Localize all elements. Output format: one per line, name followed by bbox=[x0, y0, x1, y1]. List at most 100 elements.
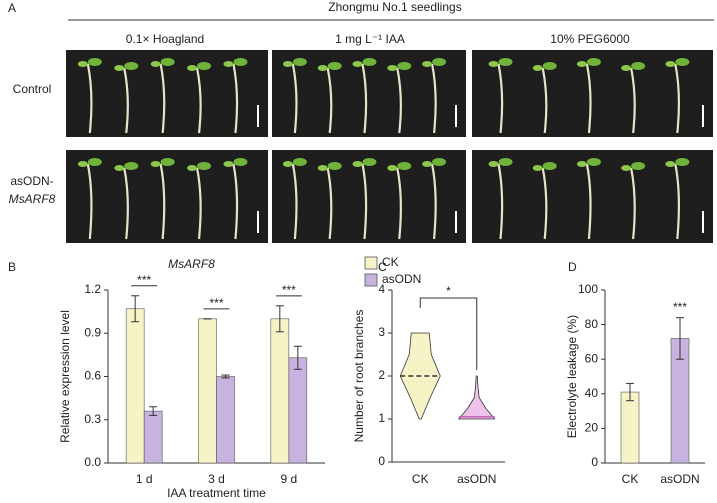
seedling-leaf bbox=[422, 161, 433, 167]
seedling-leaf bbox=[87, 58, 102, 66]
y-tick-label: 40 bbox=[585, 386, 599, 400]
seedling-stem bbox=[195, 167, 202, 240]
seedling-leaf bbox=[576, 161, 587, 167]
seedling-leaf bbox=[352, 61, 363, 67]
seedling-stem bbox=[291, 163, 298, 240]
seedling-stem bbox=[674, 163, 681, 240]
seedling-stem bbox=[159, 63, 166, 134]
panel-label: C bbox=[378, 260, 387, 274]
y-axis-label: Number of root branches bbox=[352, 310, 366, 443]
seedling-leaf bbox=[292, 158, 307, 166]
seedling-stem bbox=[585, 163, 592, 240]
seedling-leaf bbox=[675, 58, 690, 66]
seedling-stem bbox=[361, 63, 368, 134]
seedling-stem bbox=[396, 67, 402, 134]
y-axis-label: Electrolyte leakage (%) bbox=[565, 315, 579, 438]
seedling-stem bbox=[232, 163, 239, 240]
seedling-stem bbox=[123, 67, 129, 134]
y-tick-label: 0 bbox=[591, 455, 598, 469]
y-tick-label: 0.3 bbox=[84, 412, 101, 426]
significance: *** bbox=[137, 273, 151, 287]
seedling-leaf bbox=[665, 161, 676, 167]
seedling-stem bbox=[541, 167, 548, 240]
seedling-leaf bbox=[223, 161, 234, 167]
seedling-leaf bbox=[586, 58, 601, 66]
column-label: 10% PEG6000 bbox=[550, 32, 630, 46]
seedling-stem bbox=[396, 167, 402, 240]
y-tick-label: 0.6 bbox=[84, 369, 101, 383]
significance: *** bbox=[673, 300, 687, 314]
seedling-leaf bbox=[327, 162, 342, 170]
x-tick-label: 3 d bbox=[208, 472, 225, 486]
y-tick-label: 100 bbox=[578, 282, 598, 296]
seedling-stem bbox=[86, 163, 93, 240]
seedling-stem bbox=[291, 63, 298, 134]
bar bbox=[270, 318, 290, 464]
seedling-leaf bbox=[621, 65, 632, 71]
seedling-stem bbox=[431, 163, 437, 240]
seedling-leaf bbox=[197, 162, 212, 170]
chart-title: MsARF8 bbox=[168, 257, 215, 271]
seedling-leaf bbox=[542, 162, 557, 170]
significance: *** bbox=[209, 296, 223, 310]
x-axis-label: IAA treatment time bbox=[167, 486, 266, 500]
seedling-leaf bbox=[197, 62, 212, 70]
seedling-leaf bbox=[665, 61, 676, 67]
seedling-leaf bbox=[422, 61, 433, 67]
seedling-leaf bbox=[114, 165, 125, 171]
significance: *** bbox=[282, 283, 296, 297]
seedling-leaf bbox=[77, 161, 88, 167]
y-tick-label: 80 bbox=[585, 317, 599, 331]
seedling-leaf bbox=[150, 61, 161, 67]
y-tick-label: 2 bbox=[378, 368, 385, 382]
x-tick-label: CK bbox=[412, 472, 429, 486]
seedling-leaf bbox=[223, 61, 234, 67]
seedling-leaf bbox=[432, 158, 447, 166]
seedling-leaf bbox=[576, 61, 587, 67]
x-tick-label: asODN bbox=[660, 472, 699, 486]
seedling-leaf bbox=[387, 165, 398, 171]
legend-label: CK bbox=[382, 255, 399, 269]
significance-bracket bbox=[419, 297, 478, 370]
seedling-leaf bbox=[397, 62, 412, 70]
seedling-leaf bbox=[124, 162, 139, 170]
seedling-leaf bbox=[160, 58, 175, 66]
seedling-stem bbox=[497, 63, 504, 134]
seedling-stem bbox=[585, 63, 592, 134]
x-tick-label: 1 d bbox=[136, 472, 153, 486]
violin bbox=[458, 375, 496, 420]
row-label: asODN- bbox=[10, 174, 53, 188]
seedling-leaf bbox=[488, 61, 499, 67]
panel-label: D bbox=[568, 260, 577, 274]
seedling-leaf bbox=[586, 158, 601, 166]
seedling-leaf bbox=[327, 62, 342, 70]
photo-grid bbox=[66, 50, 713, 243]
seedling-leaf bbox=[532, 165, 543, 171]
bar bbox=[216, 376, 235, 464]
y-tick-label: 0.0 bbox=[84, 455, 101, 469]
seedling-stem bbox=[195, 67, 202, 134]
y-tick-label: 3 bbox=[378, 325, 385, 339]
seedling-leaf bbox=[397, 162, 412, 170]
seedling-leaf bbox=[160, 158, 175, 166]
seedling-stem bbox=[326, 167, 333, 240]
panel-label: B bbox=[8, 260, 16, 274]
seedling-leaf bbox=[542, 62, 557, 70]
seedling-leaf bbox=[362, 158, 377, 166]
legend-swatch bbox=[364, 273, 378, 287]
seedling-leaf bbox=[317, 165, 328, 171]
x-tick-label: CK bbox=[622, 472, 639, 486]
panel-label: A bbox=[8, 1, 16, 15]
y-tick-label: 20 bbox=[585, 421, 599, 435]
seedling-leaf bbox=[292, 58, 307, 66]
seedling-leaf bbox=[233, 158, 248, 166]
seedling-stem bbox=[361, 163, 368, 240]
seedling-leaf bbox=[362, 58, 377, 66]
seedling-leaf bbox=[488, 161, 499, 167]
row-label: Control bbox=[13, 82, 52, 96]
seedling-stem bbox=[86, 63, 93, 134]
seedling-stem bbox=[630, 167, 636, 240]
seedling-stem bbox=[123, 167, 129, 240]
row-label: MsARF8 bbox=[9, 192, 56, 206]
